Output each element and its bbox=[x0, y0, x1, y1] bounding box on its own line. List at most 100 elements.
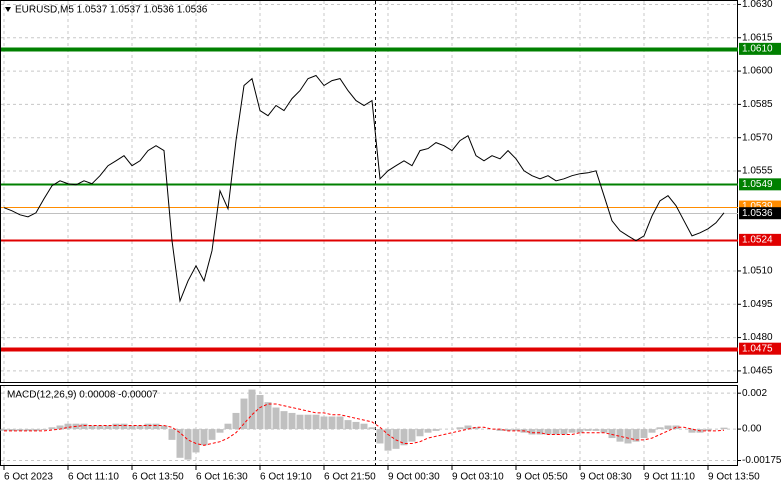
y-tick-label: 0.002 bbox=[742, 388, 767, 399]
histogram-bar bbox=[384, 429, 392, 451]
x-tick-label: 6 Oct 21:50 bbox=[324, 472, 376, 483]
histogram-bar bbox=[0, 429, 8, 431]
histogram-bar bbox=[280, 411, 288, 430]
histogram-bar bbox=[632, 429, 640, 442]
histogram-bar bbox=[456, 427, 464, 430]
histogram-bar bbox=[608, 429, 616, 439]
histogram-bar bbox=[304, 414, 312, 430]
price-panel-frame bbox=[0, 0, 738, 383]
level-label-box bbox=[739, 233, 781, 246]
histogram-bar bbox=[624, 429, 632, 444]
level-label: 1.0549 bbox=[742, 179, 773, 190]
y-tick-label: -0.00175 bbox=[742, 455, 781, 466]
histogram-bar bbox=[24, 429, 32, 431]
histogram-bar bbox=[80, 423, 88, 430]
histogram-bar bbox=[168, 429, 176, 440]
signal-line bbox=[4, 403, 725, 446]
histogram-bar bbox=[104, 425, 112, 430]
x-tick-label: 6 Oct 13:50 bbox=[132, 472, 184, 483]
grid-layer bbox=[1, 1, 738, 465]
histogram-bar bbox=[48, 427, 56, 430]
histogram-bar bbox=[288, 412, 296, 430]
histogram-bar bbox=[96, 425, 104, 430]
histogram-bar bbox=[224, 423, 232, 430]
histogram-bar bbox=[616, 429, 624, 442]
x-tick-label: 9 Oct 00:30 bbox=[388, 472, 440, 483]
histogram-bar bbox=[152, 423, 160, 430]
histogram-bar bbox=[136, 425, 144, 430]
histogram-bar bbox=[376, 429, 384, 444]
histogram-bar bbox=[408, 429, 416, 442]
histogram-bar bbox=[512, 429, 520, 431]
histogram-bar bbox=[504, 429, 512, 431]
y-tick-label: 1.0570 bbox=[742, 132, 773, 143]
histogram-bar bbox=[584, 429, 592, 431]
histogram-bar bbox=[464, 425, 472, 430]
y-tick-label: 1.0465 bbox=[742, 366, 773, 377]
x-tick-label: 6 Oct 11:10 bbox=[68, 472, 119, 483]
histogram-bar bbox=[552, 429, 560, 435]
level-label: 1.0475 bbox=[742, 343, 773, 354]
histogram-bar bbox=[256, 394, 264, 430]
macd-title: MACD(12,26,9) 0.00008 -0.00007 bbox=[7, 390, 158, 401]
x-tick-label: 9 Oct 11:10 bbox=[644, 472, 695, 483]
level-label: 1.0539 bbox=[742, 201, 773, 212]
macd-panel-frame bbox=[0, 385, 738, 466]
histogram-bar bbox=[496, 429, 504, 431]
level-label: 1.0610 bbox=[742, 44, 773, 55]
symbol-menu-icon[interactable] bbox=[5, 7, 11, 12]
histogram-bar bbox=[8, 429, 16, 431]
histogram-bar bbox=[232, 412, 240, 430]
histogram-bar bbox=[64, 423, 72, 430]
histogram-bar bbox=[200, 429, 208, 446]
histogram-bar bbox=[272, 407, 280, 430]
x-tick-label: 9 Oct 08:30 bbox=[580, 472, 632, 483]
x-tick-label: 6 Oct 2023 bbox=[4, 472, 53, 483]
histogram-bar bbox=[656, 427, 664, 430]
histogram-bar bbox=[544, 429, 552, 435]
price-line bbox=[3, 74, 725, 303]
histogram-bar bbox=[56, 425, 64, 430]
histogram-bar bbox=[264, 402, 272, 430]
histogram-bar bbox=[320, 416, 328, 430]
histogram-bar bbox=[216, 429, 224, 433]
y-tick-label: 1.0600 bbox=[742, 66, 773, 77]
y-tick-label: 1.0555 bbox=[742, 166, 773, 177]
histogram-bar bbox=[536, 429, 544, 435]
x-tick-label: 6 Oct 19:10 bbox=[260, 472, 312, 483]
histogram-bar bbox=[400, 429, 408, 446]
histogram-bar bbox=[128, 425, 136, 430]
y-tick-label: 1.0630 bbox=[742, 0, 773, 10]
histogram-bar bbox=[432, 429, 440, 431]
histogram-bar bbox=[648, 429, 656, 433]
histogram-bar bbox=[312, 414, 320, 430]
histogram-bar bbox=[360, 423, 368, 430]
histogram-bar bbox=[184, 429, 192, 460]
histogram-bar bbox=[600, 429, 608, 433]
histogram-bar bbox=[392, 429, 400, 449]
level-label-box bbox=[739, 207, 781, 220]
level-label: 1.0524 bbox=[742, 235, 773, 246]
y-tick-label: 1.0495 bbox=[742, 299, 773, 310]
price-title: EURUSD,M5 1.0537 1.0537 1.0536 1.0536 bbox=[15, 5, 208, 16]
histogram-bar bbox=[424, 429, 432, 433]
histogram-bar bbox=[368, 427, 376, 430]
histogram-bar bbox=[592, 429, 600, 431]
y-tick-label: 1.0480 bbox=[742, 332, 773, 343]
histogram-bar bbox=[352, 421, 360, 430]
histogram-bar bbox=[664, 425, 672, 430]
level-label-box bbox=[739, 178, 781, 191]
histogram-bar bbox=[144, 423, 152, 430]
histogram-bar bbox=[704, 429, 712, 431]
histogram-bar bbox=[112, 423, 120, 430]
histogram-bar bbox=[40, 429, 48, 430]
histogram-bar bbox=[416, 429, 424, 437]
histogram-bar bbox=[640, 429, 648, 439]
level-label-box bbox=[739, 42, 781, 55]
y-tick-label: 1.0615 bbox=[742, 32, 773, 43]
histogram-bar bbox=[576, 429, 584, 433]
x-tick-label: 9 Oct 05:50 bbox=[516, 472, 568, 483]
histogram-bar bbox=[120, 423, 128, 430]
level-label-box bbox=[739, 342, 781, 355]
histogram-bar bbox=[160, 425, 168, 430]
